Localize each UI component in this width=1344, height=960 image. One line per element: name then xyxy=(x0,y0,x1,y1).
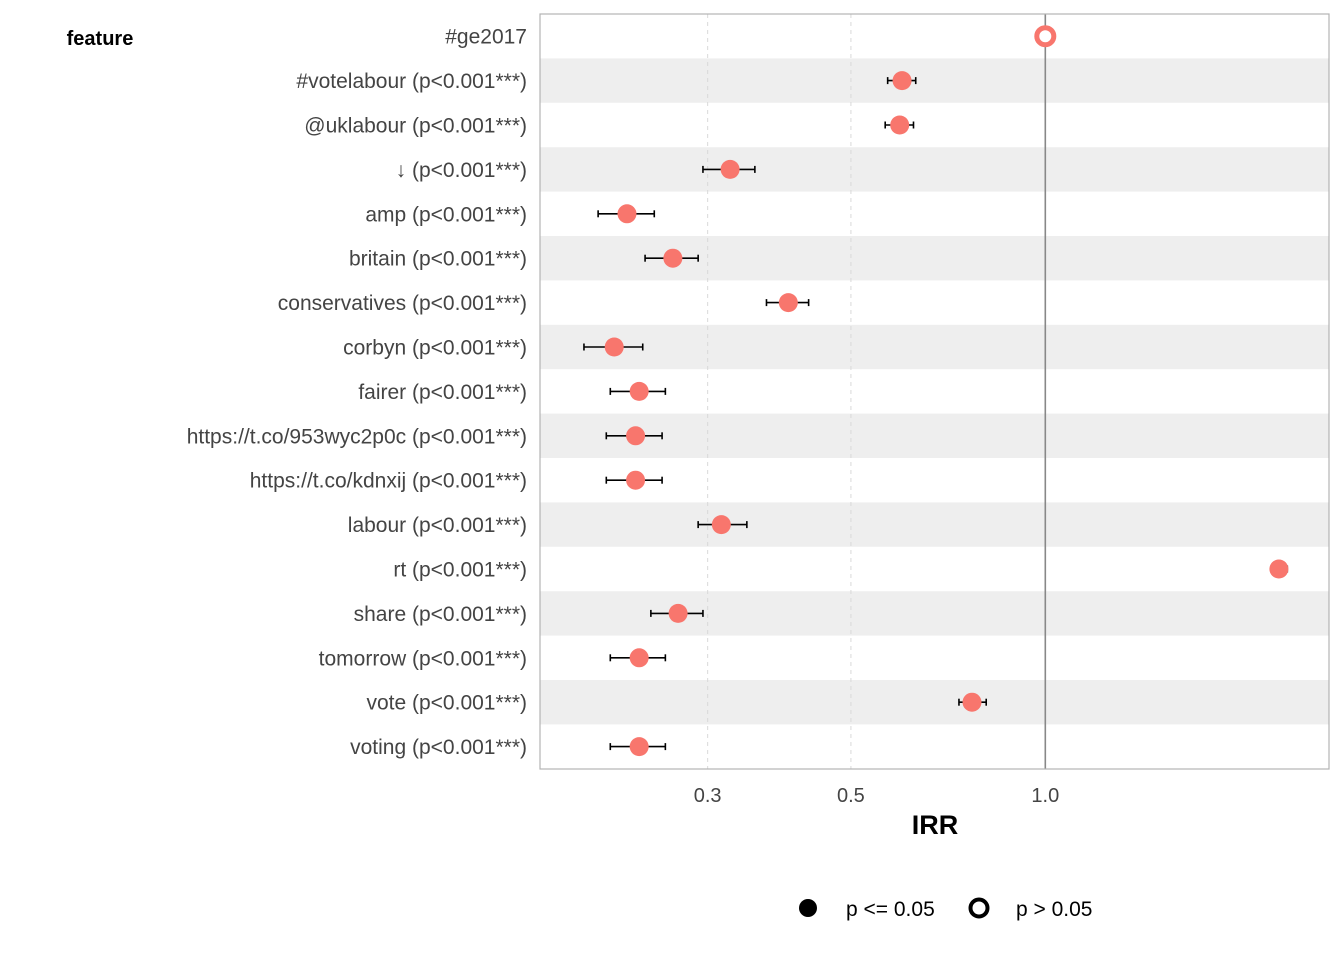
legend: p <= 0.05 p > 0.05 xyxy=(799,897,1092,921)
point-significant xyxy=(629,648,649,668)
row-label: labour (p<0.001***) xyxy=(348,514,527,537)
x-tick-label: 0.5 xyxy=(837,785,865,807)
point-significant xyxy=(668,603,688,623)
point-significant xyxy=(962,692,982,712)
row-label: #ge2017 xyxy=(445,26,527,49)
row-band xyxy=(540,147,1329,192)
row-band xyxy=(540,413,1329,458)
point-significant xyxy=(890,115,910,135)
row-label: vote (p<0.001***) xyxy=(366,692,527,715)
point-significant xyxy=(711,515,731,535)
point-significant xyxy=(617,204,637,224)
point-significant xyxy=(626,470,646,490)
x-tick-label: 1.0 xyxy=(1031,785,1059,807)
row-label: #votelabour (p<0.001***) xyxy=(296,70,527,93)
row-label: @uklabour (p<0.001***) xyxy=(304,115,527,138)
row-label: share (p<0.001***) xyxy=(354,603,527,626)
row-band xyxy=(540,680,1329,725)
row-label: fairer (p<0.001***) xyxy=(358,381,527,404)
vertical-gridlines xyxy=(707,14,852,769)
x-axis-ticks: 0.3 0.5 1.0 xyxy=(694,785,1059,807)
row-label: conservatives (p<0.001***) xyxy=(278,292,527,315)
x-axis-title: IRR xyxy=(912,810,959,840)
point-significant xyxy=(629,737,649,757)
point-not-significant xyxy=(1034,25,1057,48)
data-points xyxy=(604,25,1289,757)
row-label: voting (p<0.001***) xyxy=(350,736,527,759)
point-significant xyxy=(778,293,798,313)
row-label: tomorrow (p<0.001***) xyxy=(319,647,527,670)
legend-label-not-significant: p > 0.05 xyxy=(1016,898,1092,921)
row-bands xyxy=(540,58,1329,725)
legend-open-circle-icon xyxy=(968,897,990,919)
x-tick-label: 0.3 xyxy=(694,785,722,807)
column-header: feature xyxy=(67,28,134,50)
y-axis-labels: #ge2017 #votelabour (p<0.001***) @uklabour… xyxy=(187,26,527,759)
point-significant xyxy=(892,71,912,91)
row-label: https://t.co/953wyc2p0c (p<0.001***) xyxy=(187,425,527,448)
row-band xyxy=(540,324,1329,370)
legend-label-significant: p <= 0.05 xyxy=(846,898,935,921)
point-significant xyxy=(629,381,649,401)
point-significant xyxy=(663,248,683,268)
row-band xyxy=(540,502,1329,547)
point-significant xyxy=(720,159,740,179)
row-label: ↓ (p<0.001***) xyxy=(396,159,527,182)
row-label: corbyn (p<0.001***) xyxy=(343,337,527,360)
row-label: https://t.co/kdnxij (p<0.001***) xyxy=(250,470,527,493)
row-label: amp (p<0.001***) xyxy=(365,203,527,226)
point-significant xyxy=(1269,559,1289,579)
row-band xyxy=(540,58,1329,103)
legend-filled-circle-icon xyxy=(799,899,817,917)
row-label: britain (p<0.001***) xyxy=(349,248,527,271)
row-label: rt (p<0.001***) xyxy=(393,559,527,582)
point-significant xyxy=(626,426,646,446)
plot-panel-border xyxy=(539,13,1330,770)
point-significant xyxy=(604,337,624,357)
